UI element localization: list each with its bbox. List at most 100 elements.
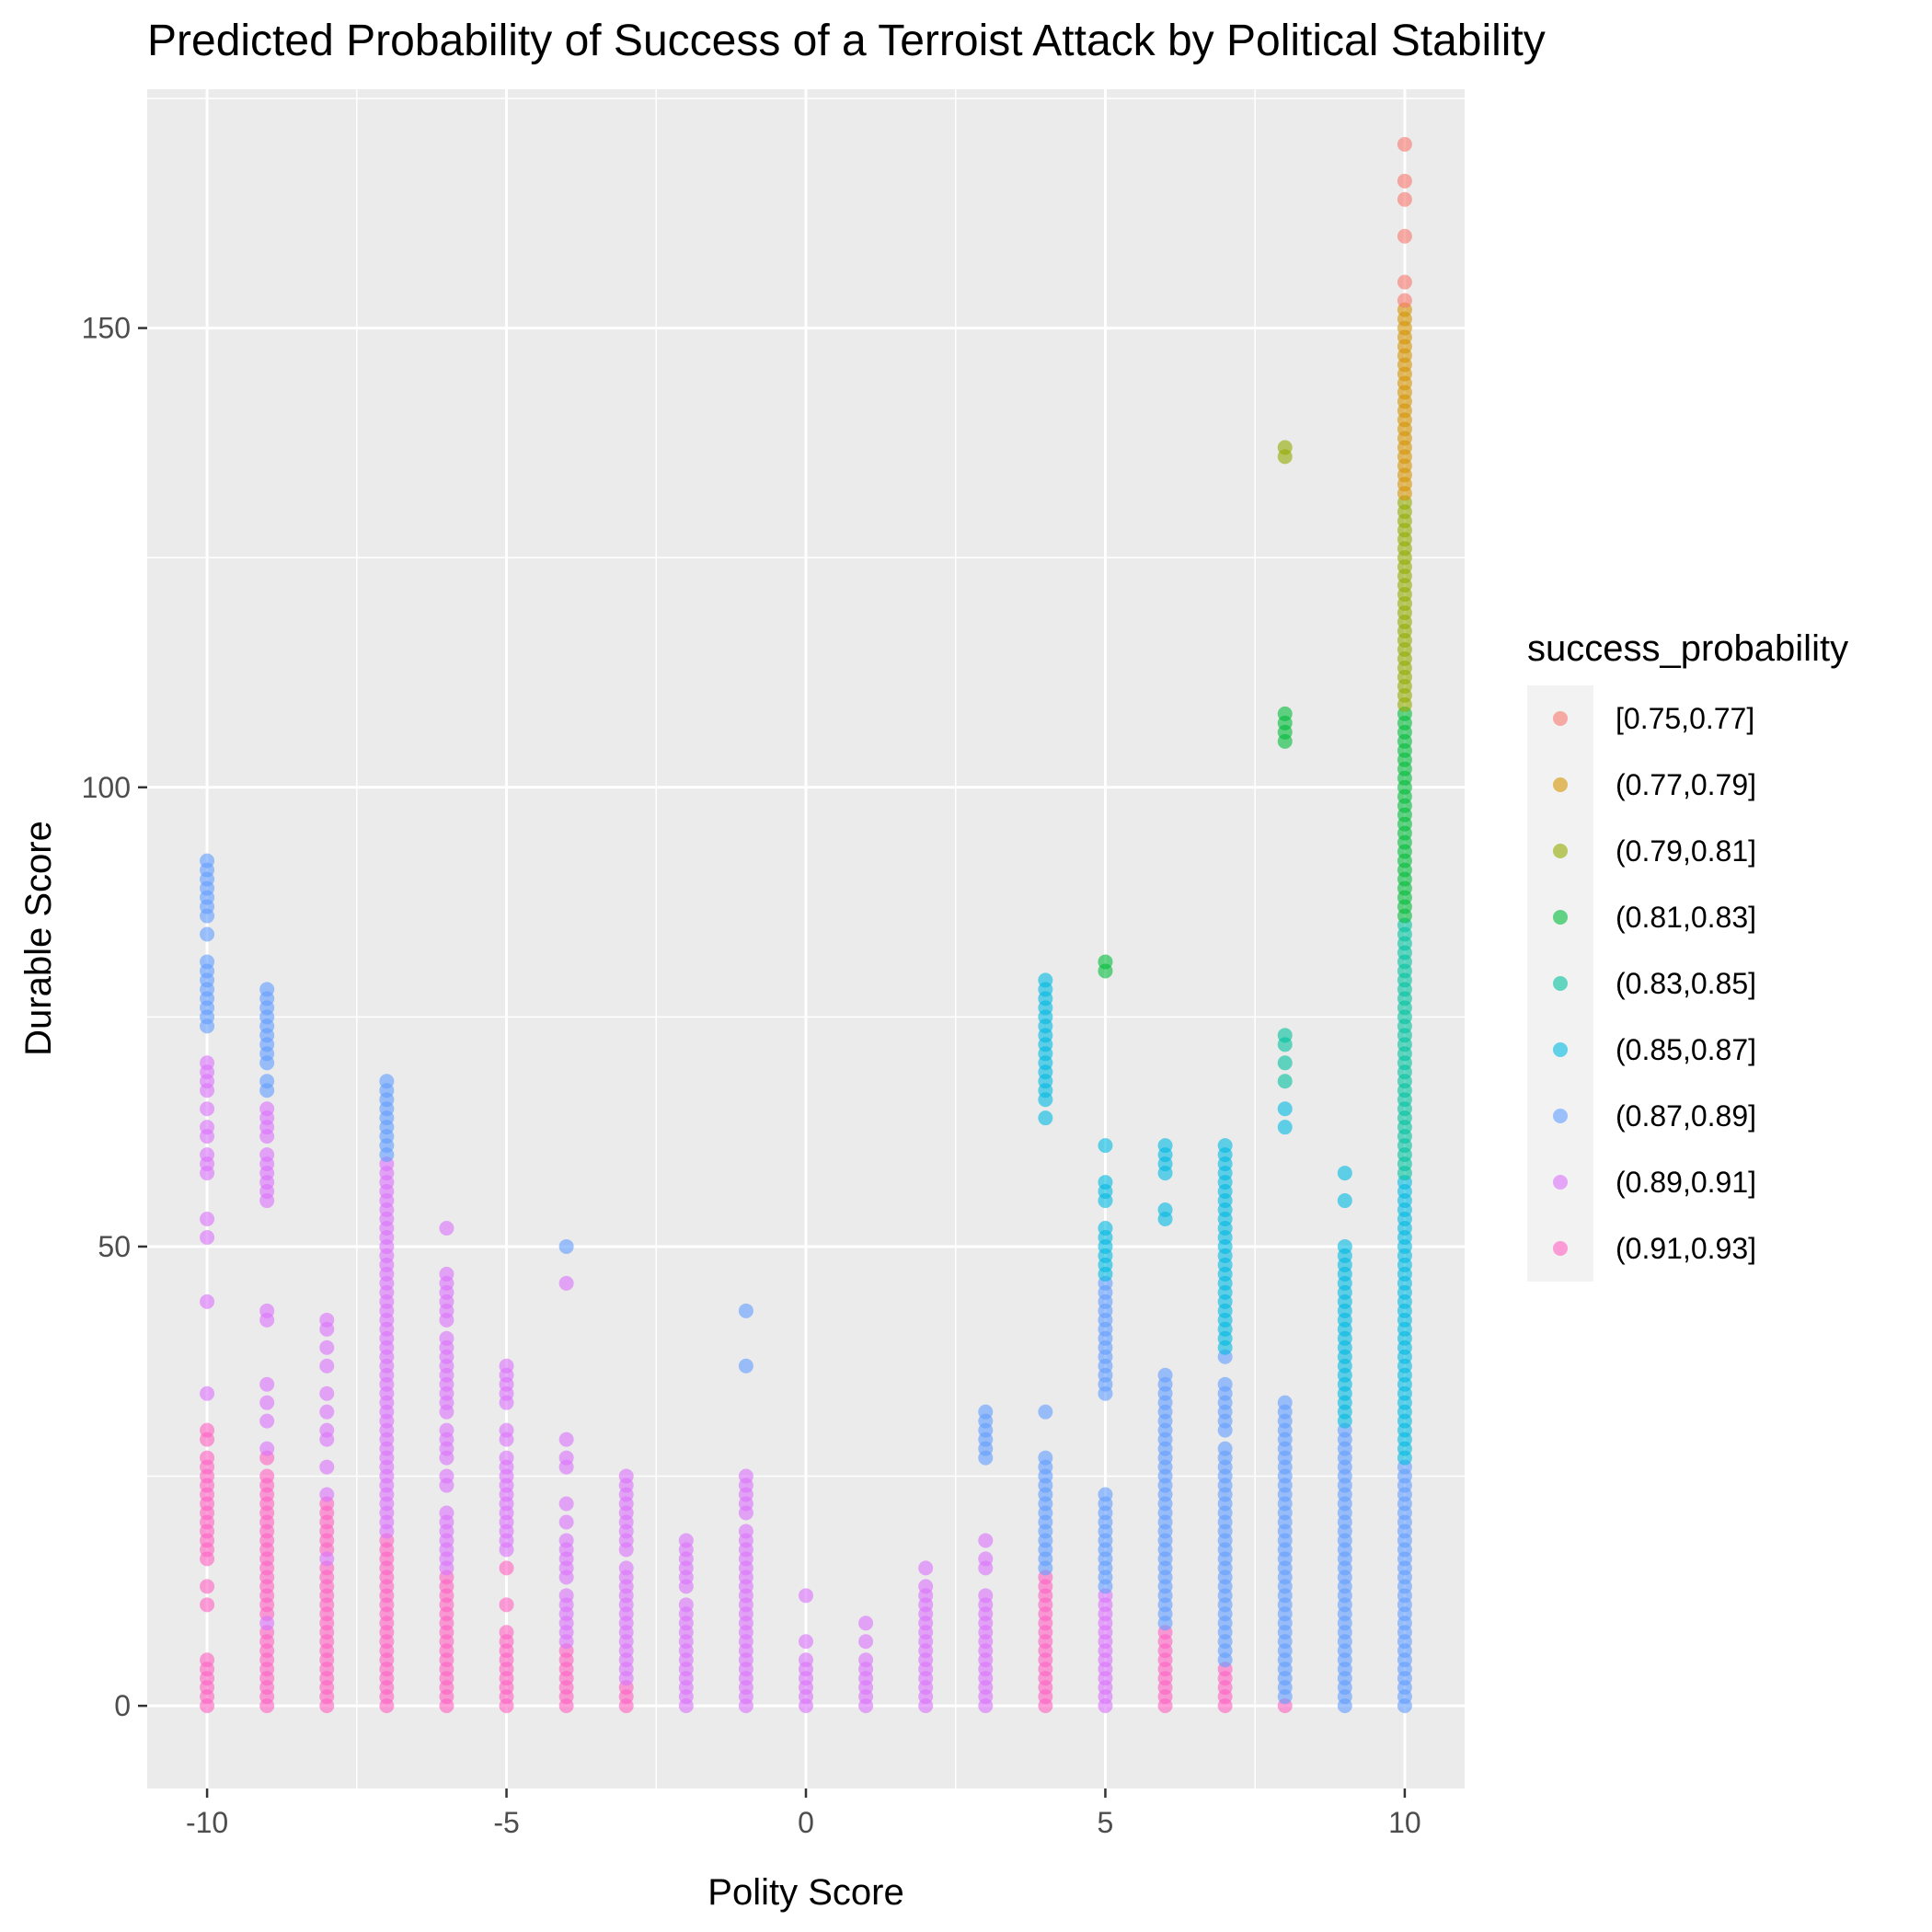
- x-tick-label: -10: [186, 1806, 228, 1839]
- data-point: [799, 1588, 813, 1604]
- data-point: [558, 1275, 574, 1291]
- data-point: [319, 1422, 335, 1438]
- data-point: [738, 1468, 753, 1484]
- data-point: [200, 1579, 215, 1594]
- data-point: [259, 982, 275, 997]
- legend-key: [1553, 1241, 1568, 1256]
- data-point: [1277, 1028, 1293, 1043]
- data-point: [319, 1312, 335, 1328]
- data-point: [200, 1147, 215, 1163]
- data-point: [1397, 228, 1412, 244]
- data-point: [200, 1055, 215, 1071]
- data-point: [1157, 1138, 1173, 1154]
- data-point: [319, 1386, 335, 1401]
- data-point: [918, 1560, 934, 1576]
- data-point: [858, 1616, 874, 1631]
- data-point: [200, 853, 215, 868]
- data-point: [1277, 1101, 1293, 1117]
- legend-label: (0.89,0.91]: [1616, 1166, 1756, 1199]
- data-point: [1038, 1450, 1053, 1466]
- y-tick-label: 150: [82, 312, 131, 345]
- legend-key: [1553, 976, 1568, 991]
- data-point: [558, 1432, 574, 1447]
- data-point: [200, 1450, 215, 1466]
- data-point: [738, 1303, 753, 1318]
- data-point: [558, 1450, 574, 1466]
- legend-title: success_probability: [1527, 628, 1848, 669]
- data-points: [200, 136, 1412, 1714]
- data-point: [259, 1376, 275, 1392]
- data-point: [1157, 1202, 1173, 1218]
- data-point: [1397, 173, 1412, 189]
- data-point: [259, 1616, 275, 1631]
- data-point: [499, 1450, 514, 1466]
- data-point: [1337, 1193, 1352, 1209]
- x-tick-label: 0: [798, 1806, 814, 1839]
- y-tick-label: 0: [114, 1689, 131, 1722]
- data-point: [1277, 1074, 1293, 1089]
- data-point: [799, 1652, 813, 1668]
- data-point: [1397, 191, 1412, 207]
- data-point: [499, 1597, 514, 1613]
- x-tick-label: 5: [1098, 1806, 1114, 1839]
- legend-label: [0.75,0.77]: [1616, 702, 1754, 735]
- data-point: [558, 1496, 574, 1512]
- legend-label: (0.91,0.93]: [1616, 1232, 1756, 1265]
- y-tick-label: 50: [98, 1230, 131, 1263]
- legend-key: [1553, 844, 1568, 858]
- data-point: [200, 1652, 215, 1668]
- legend-label: (0.87,0.89]: [1616, 1099, 1756, 1133]
- y-axis-title: Durable Score: [18, 821, 59, 1056]
- data-point: [1217, 1138, 1233, 1154]
- data-point: [1038, 1110, 1053, 1126]
- data-point: [319, 1487, 335, 1502]
- data-point: [200, 954, 215, 970]
- legend-label: (0.83,0.85]: [1616, 967, 1756, 1000]
- legend-key: [1553, 910, 1568, 925]
- data-point: [1277, 1055, 1293, 1071]
- data-point: [1038, 1404, 1053, 1420]
- data-point: [200, 926, 215, 942]
- data-point: [319, 1340, 335, 1355]
- chart-title: Predicted Probability of Success of a Te…: [147, 17, 1546, 65]
- data-point: [200, 1294, 215, 1309]
- legend: success_probability [0.75,0.77] (0.77,0.7…: [1527, 628, 1848, 1282]
- legend-key: [1553, 1042, 1568, 1057]
- data-point: [499, 1625, 514, 1640]
- data-point: [1157, 1367, 1173, 1383]
- data-point: [259, 1441, 275, 1456]
- data-point: [439, 1468, 454, 1484]
- data-point: [439, 1505, 454, 1521]
- data-point: [558, 1533, 574, 1548]
- data-point: [1217, 1376, 1233, 1392]
- data-point: [858, 1652, 874, 1668]
- data-point: [200, 1597, 215, 1613]
- legend-label: (0.79,0.81]: [1616, 834, 1756, 868]
- data-point: [978, 1588, 994, 1604]
- data-point: [618, 1468, 634, 1484]
- legend-key: [1553, 1175, 1568, 1190]
- legend-label: (0.85,0.87]: [1616, 1033, 1756, 1066]
- data-point: [1098, 1487, 1113, 1502]
- data-point: [1098, 1138, 1113, 1154]
- data-point: [200, 1120, 215, 1135]
- data-point: [1098, 954, 1113, 970]
- data-point: [678, 1597, 694, 1613]
- data-point: [259, 1147, 275, 1163]
- data-point: [1217, 1441, 1233, 1456]
- data-point: [918, 1579, 934, 1594]
- data-point: [259, 1413, 275, 1429]
- legend-key: [1553, 1109, 1568, 1123]
- data-point: [558, 1588, 574, 1604]
- data-point: [200, 1101, 215, 1117]
- data-point: [1277, 706, 1293, 721]
- data-point: [558, 1238, 574, 1254]
- x-tick-label: 10: [1388, 1806, 1421, 1839]
- data-point: [978, 1551, 994, 1567]
- data-point: [858, 1634, 874, 1650]
- data-point: [439, 1330, 454, 1346]
- legend-key: [1553, 711, 1568, 726]
- data-point: [738, 1358, 753, 1374]
